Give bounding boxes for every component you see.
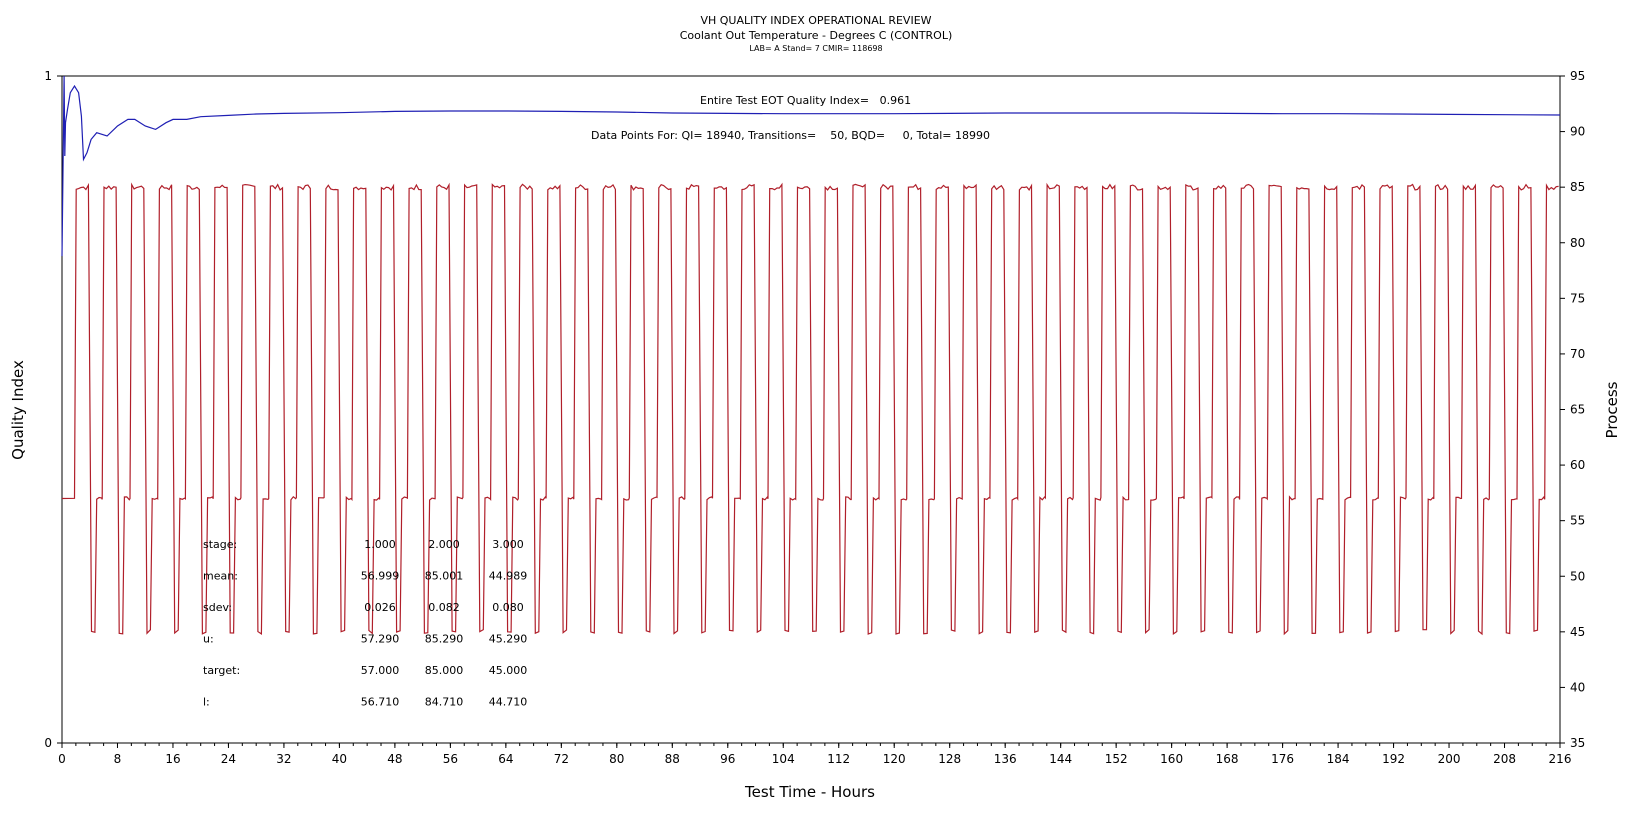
stats-row-label: stage: — [203, 538, 237, 551]
left-tick-label: 1 — [44, 69, 52, 83]
right-tick-label: 50 — [1570, 569, 1585, 583]
stats-cell: 85.290 — [425, 633, 464, 646]
stats-cell: 84.710 — [425, 696, 464, 709]
stats-cell: 44.989 — [489, 570, 528, 583]
stats-table: stage: 1.000 2.000 3.000 mean: 56.999 85.001 44… — [203, 538, 527, 709]
x-tick-label: 8 — [114, 752, 122, 766]
right-axis-label: Process — [1603, 381, 1621, 438]
right-tick-label: 80 — [1570, 236, 1585, 250]
right-tick-label: 75 — [1570, 291, 1585, 305]
x-tick-label: 128 — [938, 752, 961, 766]
stats-cell: 56.999 — [361, 570, 400, 583]
x-axis-ticks: 0 8 16 24 32 40 48 56 64 72 80 88 96 104 112 120 128 136 1… — [58, 743, 1571, 766]
stats-cell: 57.290 — [361, 633, 400, 646]
x-tick-label: 208 — [1493, 752, 1516, 766]
left-tick-label: 0 — [44, 736, 52, 750]
x-tick-label: 104 — [772, 752, 795, 766]
stats-cell: 44.710 — [489, 696, 528, 709]
x-tick-label: 120 — [883, 752, 906, 766]
right-tick-label: 95 — [1570, 69, 1585, 83]
stats-cell: 56.710 — [361, 696, 400, 709]
chart-subtitle-lab: LAB= A Stand= 7 CMIR= 118698 — [749, 44, 882, 53]
stats-row-label: mean: — [203, 570, 238, 583]
x-tick-label: 176 — [1271, 752, 1294, 766]
x-tick-label: 168 — [1216, 752, 1239, 766]
x-tick-label: 72 — [554, 752, 569, 766]
left-axis-ticks: 01 — [44, 69, 62, 750]
right-tick-label: 55 — [1570, 514, 1585, 528]
x-tick-label: 24 — [221, 752, 236, 766]
stats-cell: 45.290 — [489, 633, 528, 646]
chart-subtitle: Coolant Out Temperature - Degrees C (CON… — [680, 29, 953, 42]
data-points-annotation: Data Points For: QI= 18940, Transitions=… — [591, 129, 990, 142]
stats-row-label: u: — [203, 633, 214, 646]
right-tick-label: 60 — [1570, 458, 1585, 472]
right-tick-label: 85 — [1570, 180, 1585, 194]
stats-cell: 0.080 — [492, 601, 524, 614]
x-tick-label: 192 — [1382, 752, 1405, 766]
x-axis-label: Test Time - Hours — [744, 783, 875, 801]
right-axis-ticks: 35 40 45 50 55 60 65 70 75 80 85 90 95 — [1560, 69, 1585, 750]
stats-cell: 57.000 — [361, 664, 400, 677]
stats-cell: 0.026 — [364, 601, 396, 614]
x-tick-label: 200 — [1438, 752, 1461, 766]
right-tick-label: 35 — [1570, 736, 1585, 750]
stats-cell: 85.000 — [425, 664, 464, 677]
qi-summary-annotation: Entire Test EOT Quality Index= 0.961 — [700, 94, 911, 107]
right-tick-label: 45 — [1570, 625, 1585, 639]
x-tick-label: 80 — [609, 752, 624, 766]
x-tick-label: 216 — [1549, 752, 1572, 766]
x-tick-label: 64 — [498, 752, 513, 766]
stats-row-label: sdev: — [203, 601, 232, 614]
x-tick-label: 40 — [332, 752, 347, 766]
x-tick-label: 88 — [665, 752, 680, 766]
stats-row-label: target: — [203, 664, 240, 677]
right-tick-label: 65 — [1570, 403, 1585, 417]
chart-title: VH QUALITY INDEX OPERATIONAL REVIEW — [700, 14, 931, 27]
stats-cell: 0.082 — [428, 601, 460, 614]
right-tick-label: 40 — [1570, 680, 1585, 694]
process-series-line — [61, 182, 1559, 636]
x-tick-label: 112 — [827, 752, 850, 766]
left-axis-label: Quality Index — [9, 360, 27, 460]
stats-cell: 2.000 — [428, 538, 460, 551]
x-tick-label: 152 — [1105, 752, 1128, 766]
right-tick-label: 70 — [1570, 347, 1585, 361]
stats-cell: 45.000 — [489, 664, 528, 677]
x-tick-label: 96 — [720, 752, 735, 766]
stats-cell: 85.001 — [425, 570, 464, 583]
x-tick-label: 56 — [443, 752, 458, 766]
x-tick-label: 136 — [994, 752, 1017, 766]
right-tick-label: 90 — [1570, 125, 1585, 139]
x-tick-label: 32 — [276, 752, 291, 766]
stats-cell: 1.000 — [364, 538, 396, 551]
x-tick-label: 184 — [1327, 752, 1350, 766]
x-tick-label: 0 — [58, 752, 66, 766]
x-tick-label: 16 — [165, 752, 180, 766]
x-tick-label: 144 — [1049, 752, 1072, 766]
x-tick-label: 160 — [1160, 752, 1183, 766]
x-tick-label: 48 — [387, 752, 402, 766]
stats-row-label: l: — [203, 696, 210, 709]
stats-cell: 3.000 — [492, 538, 524, 551]
quality-index-series-line — [61, 75, 1561, 257]
